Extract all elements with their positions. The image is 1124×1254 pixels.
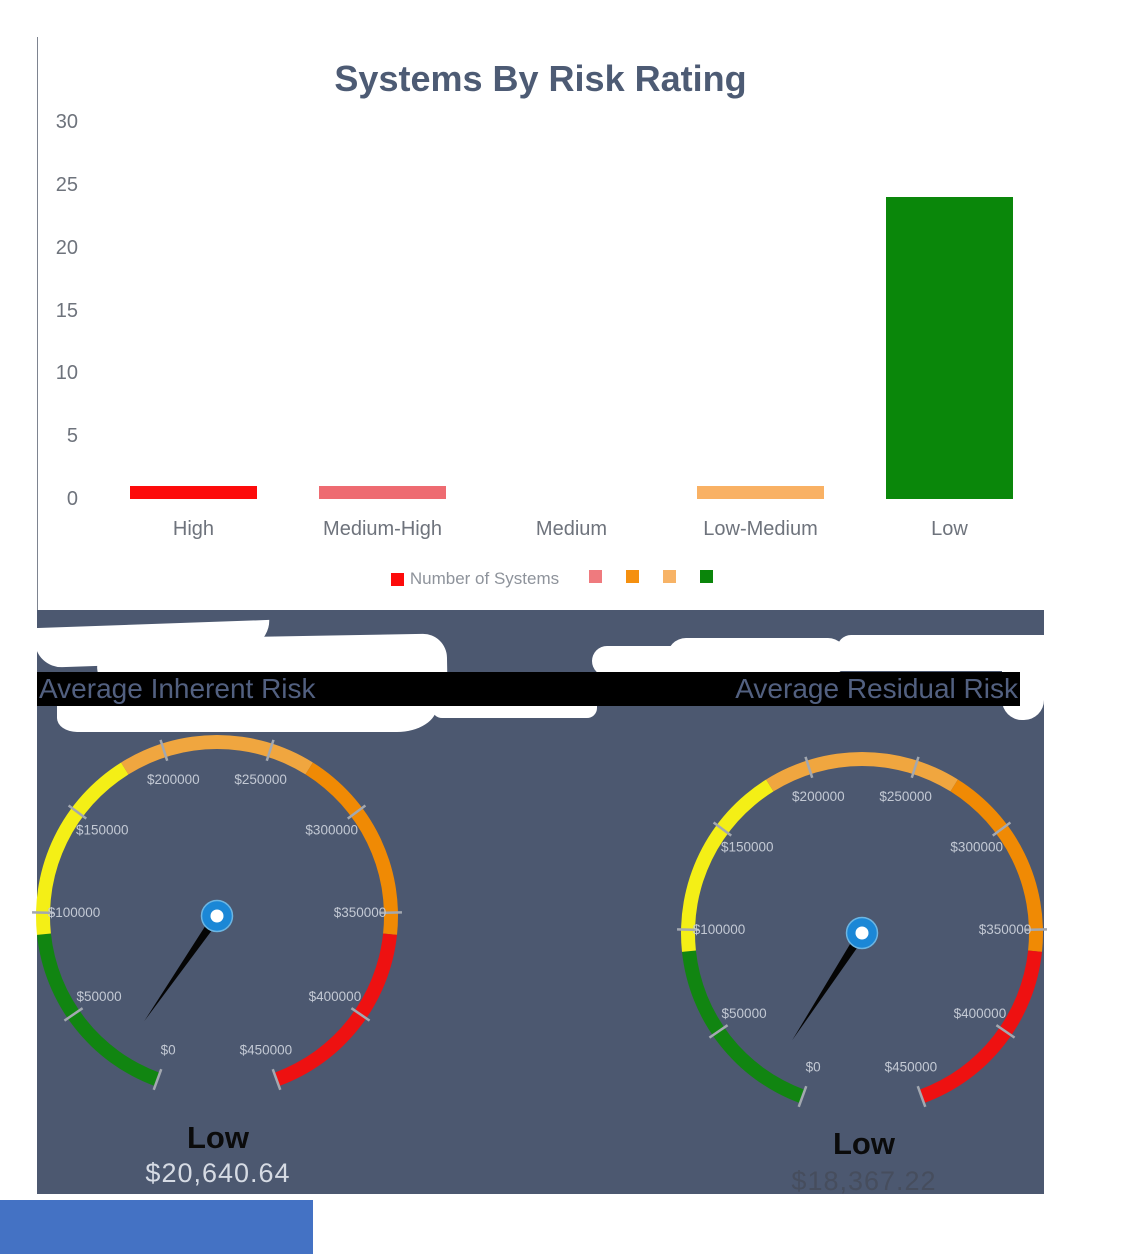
gauge-segment (766, 752, 958, 792)
gauge-scale-label: $100000 (693, 922, 746, 937)
x-category-label: Low-Medium (703, 518, 818, 540)
inherent-risk-value: $20,640.64 (145, 1158, 291, 1188)
gauge-tick (152, 1068, 163, 1091)
gauge-scale-label: $100000 (48, 905, 101, 920)
gauge-hub-center (210, 909, 224, 923)
gauge-tick (804, 756, 814, 779)
y-tick-label: 5 (66, 425, 78, 448)
y-tick-label: 0 (66, 488, 78, 510)
gauge-segment (37, 933, 160, 1087)
gauge-tick (159, 739, 169, 762)
gauge-tick (350, 1007, 371, 1022)
gauge-scale-label: $350000 (334, 905, 387, 920)
gauge-scale-label: $400000 (954, 1006, 1007, 1021)
gauge-scale-label: $300000 (950, 840, 1003, 855)
erasure-blob (432, 706, 597, 718)
erasure-blob (667, 638, 847, 676)
gauge-segment (919, 950, 1042, 1104)
residual-risk-title: Average Residual Risk (735, 673, 1018, 704)
x-category-label: Medium-High (323, 518, 442, 540)
chart-legend: Number of Systems (0, 568, 1104, 590)
gauge-tick (346, 804, 367, 820)
gauge-scale-label: $450000 (885, 1059, 938, 1074)
gauge-scale-label: $250000 (234, 772, 287, 787)
gauge-scale-label: $200000 (792, 789, 845, 804)
gauge-segment (36, 762, 129, 935)
gauge-scale-label: $50000 (77, 989, 122, 1004)
gauge-segment (950, 779, 1043, 952)
y-tick-label: 15 (55, 299, 78, 322)
gauge-tick (995, 1024, 1016, 1039)
gauge-scale-label: $0 (806, 1059, 821, 1074)
gauge-needle (792, 930, 866, 1041)
gauge-scale-label: $450000 (240, 1042, 293, 1057)
gauge-segment (681, 779, 774, 952)
residual-risk-rating: Low (833, 1126, 895, 1161)
gauge-tick (916, 1085, 927, 1108)
panel-header-bar: Average Inherent Risk Average Residual R… (37, 672, 1020, 706)
bottom-blue-bar (0, 1200, 313, 1254)
gauge-tick (708, 1024, 729, 1039)
gauge-needle (144, 913, 221, 1022)
gauge-scale-label: $150000 (721, 840, 774, 855)
gauge-tick (910, 756, 920, 779)
inherent-risk-title: Average Inherent Risk (39, 673, 316, 704)
inherent-risk-rating: Low (187, 1120, 249, 1155)
y-tick-label: 25 (55, 173, 78, 196)
gauge-scale-label: $0 (161, 1042, 176, 1057)
gauge-segment (121, 735, 313, 775)
gauge-tick (712, 821, 733, 837)
gauge-segment (274, 933, 397, 1087)
gauge-hub-center (855, 926, 869, 940)
bar-low[interactable] (886, 197, 1013, 499)
legend-swatch (626, 570, 640, 583)
bar-high[interactable] (130, 486, 257, 499)
legend-swatch-red (390, 572, 404, 586)
gauge-tick (271, 1068, 282, 1091)
gauge-scale-label: $350000 (979, 922, 1032, 937)
legend-swatch (663, 570, 677, 583)
x-category-label: High (172, 518, 215, 540)
gauge-scale-label: $50000 (722, 1006, 767, 1021)
legend-swatch (589, 570, 603, 583)
legend-extra-swatches (569, 570, 717, 588)
erasure-blob (57, 706, 437, 732)
y-tick-label: 30 (55, 111, 78, 134)
gauge-segment (682, 950, 805, 1104)
y-tick-label: 10 (55, 362, 78, 385)
gauge-panel: Average Inherent Risk Average Residual R… (32, 610, 1047, 1196)
bar-low-medium[interactable] (697, 486, 824, 499)
legend-label: Number of Systems (409, 569, 560, 588)
gauge-tick (67, 804, 88, 820)
legend-swatch (700, 570, 714, 583)
gauge-scale-label: $200000 (147, 772, 200, 787)
y-axis-line (37, 37, 38, 610)
gauge-segment (305, 762, 398, 935)
gauge-scale-label: $300000 (305, 823, 358, 838)
residual-risk-value: $18,367.22 (791, 1166, 937, 1196)
gauge-tick (991, 821, 1012, 837)
gauge-tick (63, 1007, 84, 1022)
gauge-scale-label: $150000 (76, 823, 129, 838)
x-category-label: Low (931, 518, 968, 540)
gauge-scale-label: $250000 (879, 789, 932, 804)
bar-medium-high[interactable] (319, 486, 446, 499)
inherent-risk-gauge[interactable]: $0 $50000 $100000 $150000 $200000 $250000 $300… (27, 726, 407, 1106)
x-category-label: Medium (535, 518, 608, 540)
y-tick-label: 20 (55, 236, 78, 259)
gauge-scale-label: $400000 (309, 989, 362, 1004)
gauge-tick (265, 739, 275, 762)
residual-risk-gauge[interactable]: $0 $50000 $100000 $150000 $200000 $250000 $300… (672, 743, 1052, 1123)
gauge-tick (797, 1085, 808, 1108)
chart-title: Systems By Risk Rating (334, 58, 747, 99)
